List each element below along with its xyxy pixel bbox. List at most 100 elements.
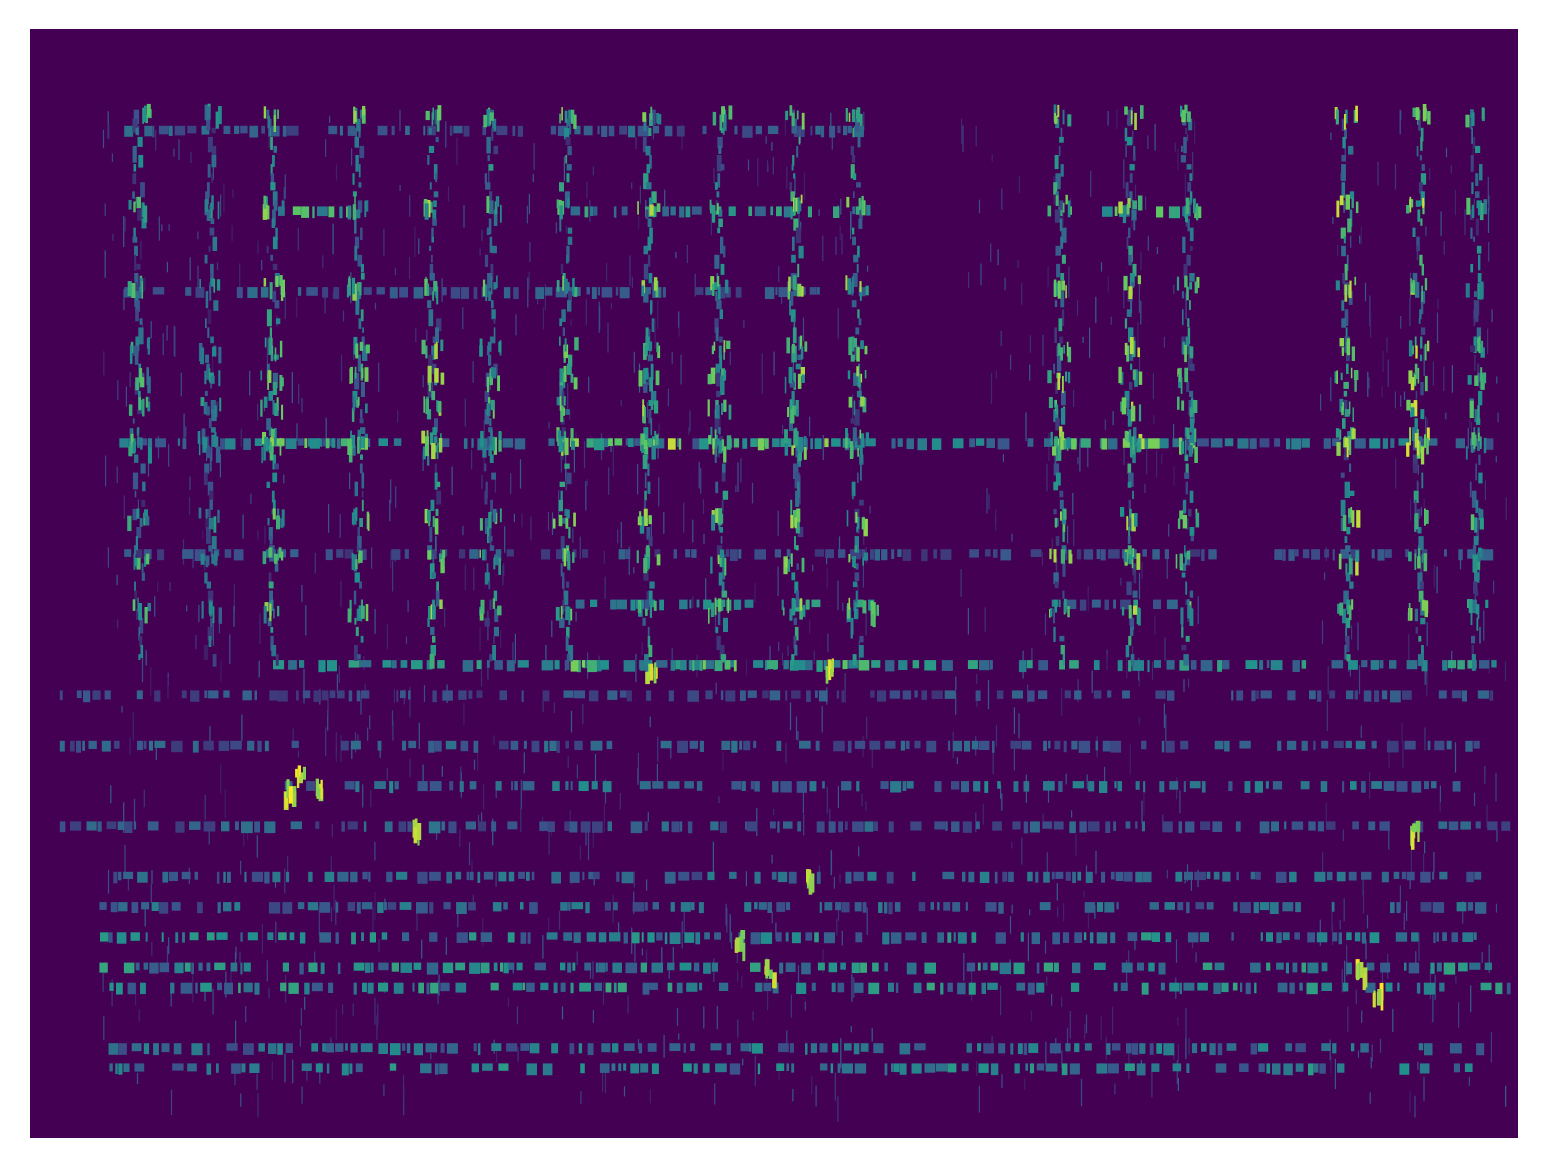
heatmap-cell-1632 (321, 690, 329, 701)
heatmap-cell-940 (1179, 790, 1181, 814)
heatmap-cell-1236 (119, 438, 129, 448)
heatmap-cell-145 (386, 768, 388, 780)
heatmap-cell-234 (1342, 829, 1344, 841)
heatmap-cell-948 (548, 917, 550, 931)
heatmap-cell-569 (483, 450, 485, 472)
heatmap-cell-3134 (361, 368, 364, 379)
heatmap-cell-2298 (1361, 932, 1366, 944)
heatmap-cell-3290 (484, 173, 487, 184)
heatmap-cell-3811 (801, 112, 805, 130)
heatmap-cell-3000 (263, 106, 267, 119)
heatmap-cell-3275 (440, 559, 445, 574)
heatmap-cell-2085 (1213, 871, 1220, 880)
heatmap-cell-2037 (551, 871, 561, 884)
heatmap-cell-2292 (1307, 932, 1315, 943)
heatmap-cell-4245 (1190, 418, 1195, 433)
heatmap-cell-44 (865, 610, 867, 636)
heatmap-cell-2093 (1326, 871, 1333, 881)
heatmap-cell-2102 (1432, 871, 1435, 880)
heatmap-cell-991 (967, 608, 969, 635)
heatmap-cell-3936 (845, 275, 848, 291)
heatmap-cell-3131 (359, 341, 364, 351)
heatmap-cell-1163 (748, 206, 753, 216)
heatmap-cell-578 (869, 505, 871, 514)
heatmap-cell-151 (1145, 196, 1147, 210)
heatmap-cell-3937 (851, 276, 854, 290)
heatmap-cell-1014 (477, 814, 480, 827)
heatmap-cell-4468 (1420, 336, 1423, 349)
heatmap-cell-1208 (513, 287, 519, 300)
heatmap-cell-687 (284, 868, 286, 894)
heatmap-cell-995 (634, 936, 636, 962)
heatmap-cell-2339 (480, 962, 490, 974)
heatmap-cell-1511 (382, 660, 392, 668)
heatmap-cell-4188 (1127, 434, 1130, 443)
heatmap-cell-833 (1467, 428, 1469, 449)
heatmap-cell-45 (1147, 135, 1149, 149)
heatmap-cell-824 (1451, 365, 1453, 393)
heatmap-cell-4143 (1127, 545, 1132, 559)
heatmap-cell-4658 (1483, 437, 1487, 454)
heatmap-cell-4733 (772, 972, 777, 989)
heatmap-cell-3148 (357, 436, 360, 454)
heatmap-cell-3438 (564, 463, 570, 469)
heatmap-cell-2893 (209, 284, 212, 301)
heatmap-cell-1543 (816, 660, 823, 672)
heatmap-cell-4450 (1420, 173, 1427, 185)
heatmap-cell-410 (208, 830, 210, 845)
heatmap-cell-2612 (1449, 1043, 1462, 1054)
heatmap-cell-3734 (711, 514, 716, 531)
heatmap-cell-3508 (567, 551, 570, 569)
heatmap-cell-3378 (490, 430, 493, 443)
heatmap-cell-2178 (1084, 902, 1096, 913)
heatmap-cell-1414 (754, 549, 766, 560)
heatmap-cell-1877 (1189, 781, 1201, 789)
heatmap-cell-770 (1056, 556, 1058, 579)
heatmap-cell-706 (386, 624, 388, 650)
heatmap-cell-1617 (104, 690, 111, 700)
heatmap-cell-2645 (623, 1063, 627, 1071)
heatmap-cell-505 (243, 832, 245, 847)
heatmap-cell-4410 (1353, 370, 1359, 381)
heatmap-cell-1186 (195, 287, 205, 298)
heatmap-cell-3299 (484, 254, 489, 267)
heatmap-cell-1310 (1210, 438, 1223, 448)
heatmap-cell-4435 (1348, 558, 1353, 575)
heatmap-cell-4374 (1344, 536, 1348, 543)
heatmap-cell-217 (1382, 351, 1384, 373)
heatmap-cell-708 (1140, 251, 1142, 271)
heatmap-cell-1034 (1027, 932, 1029, 962)
heatmap-cell-2454 (649, 982, 658, 990)
heatmap-cell-3558 (643, 499, 647, 516)
heatmap-cell-3682 (718, 572, 723, 586)
heatmap-cell-2522 (243, 1043, 254, 1055)
heatmap-cell-3509 (563, 548, 567, 567)
heatmap-cell-4522 (1427, 340, 1430, 352)
heatmap-cell-38 (1123, 440, 1125, 465)
heatmap-cell-1157 (670, 206, 676, 216)
heatmap-cell-2358 (679, 962, 692, 971)
heatmap-cell-1702 (1354, 690, 1358, 700)
heatmap-cell-1555 (1018, 660, 1027, 673)
heatmap-cell-1578 (1331, 660, 1344, 669)
heatmap-cell-994 (409, 194, 411, 217)
heatmap-cell-75 (1061, 996, 1063, 1008)
heatmap-cell-4097 (1124, 127, 1128, 142)
heatmap-cell-3645 (720, 236, 724, 254)
heatmap-cell-1677 (921, 690, 927, 700)
heatmap-cell-822 (565, 225, 567, 234)
heatmap-cell-1073 (560, 447, 562, 473)
heatmap-cell-250 (1045, 1041, 1047, 1066)
heatmap-cell-3916 (855, 590, 858, 605)
heatmap-cell-4437 (1355, 550, 1359, 562)
heatmap-cell-2474 (947, 982, 953, 992)
heatmap-cell-4327 (1345, 109, 1348, 124)
heatmap-cell-2467 (854, 982, 864, 993)
heatmap-cell-1944 (747, 821, 758, 832)
heatmap-cell-2473 (940, 982, 944, 995)
heatmap-cell-3047 (277, 605, 280, 617)
heatmap-cell-1599 (692, 660, 695, 672)
heatmap-cell-2519 (191, 1043, 203, 1056)
heatmap-cell-4366 (1349, 463, 1352, 472)
heatmap-cell-4359 (1343, 400, 1348, 417)
